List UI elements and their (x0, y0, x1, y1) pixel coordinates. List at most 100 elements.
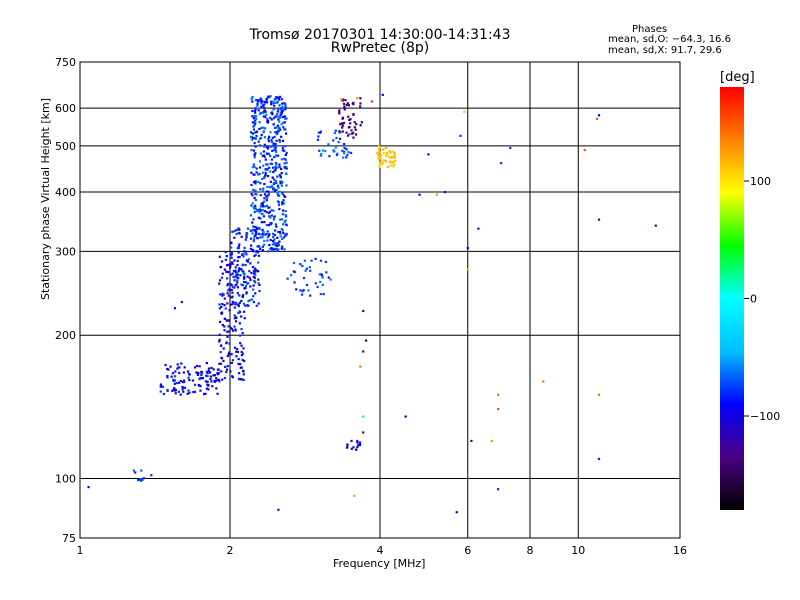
data-point (219, 362, 222, 365)
data-point (257, 180, 260, 184)
data-point (459, 134, 462, 137)
data-point (381, 162, 384, 165)
data-point (260, 221, 263, 224)
x-axis-ticks: 1 2 4 6 8 10 16 (77, 544, 688, 557)
data-point (249, 214, 252, 217)
data-point (237, 311, 240, 315)
data-point (284, 172, 288, 175)
data-point (220, 312, 223, 315)
data-point (274, 180, 277, 183)
data-point (228, 309, 231, 312)
data-point (281, 180, 284, 183)
y-tick-label: 200 (55, 329, 76, 342)
data-point (166, 388, 169, 392)
data-point (276, 244, 279, 248)
data-point (352, 446, 355, 449)
data-point (248, 276, 251, 279)
y-tick-label: 300 (55, 245, 76, 258)
data-point (262, 150, 266, 153)
data-point (254, 232, 257, 235)
data-point (338, 110, 341, 114)
data-point (386, 154, 390, 157)
data-point (250, 298, 254, 301)
data-point (187, 376, 190, 379)
data-point (300, 293, 304, 296)
data-point (222, 359, 225, 363)
data-point (338, 112, 341, 115)
data-point (281, 218, 284, 221)
data-point (261, 236, 264, 239)
data-point (310, 259, 313, 262)
data-point (255, 304, 258, 307)
data-point (212, 374, 215, 377)
data-point (174, 375, 177, 378)
data-point (229, 266, 232, 269)
data-point (257, 282, 260, 285)
plot-frame (79, 61, 681, 539)
data-point (357, 444, 360, 447)
data-point (268, 186, 272, 189)
data-point (273, 98, 277, 101)
data-point (281, 203, 284, 206)
data-point (255, 228, 259, 231)
data-point (181, 388, 184, 391)
colorbar-tick-label: 100 (750, 175, 771, 188)
data-point (377, 153, 380, 156)
data-point (271, 111, 274, 114)
data-point (251, 232, 254, 235)
data-point (301, 290, 304, 293)
data-point (169, 365, 172, 368)
data-point (221, 294, 224, 297)
data-point (230, 261, 234, 264)
data-point (199, 389, 202, 392)
data-point (242, 293, 245, 297)
data-point (282, 223, 285, 226)
x-tick-label: 2 (227, 544, 234, 557)
data-point (230, 251, 233, 255)
data-point (172, 388, 175, 391)
data-point (293, 271, 297, 274)
data-point (231, 359, 235, 362)
data-point (161, 385, 165, 388)
data-point (269, 180, 272, 183)
data-point (258, 172, 261, 176)
data-point (226, 335, 229, 339)
data-point (213, 379, 216, 382)
data-point (346, 443, 349, 446)
data-point (268, 224, 271, 227)
data-point (285, 132, 288, 135)
data-point (259, 247, 262, 251)
data-point (246, 304, 249, 307)
data-point (263, 233, 266, 236)
data-point (327, 143, 330, 146)
data-point (276, 124, 280, 127)
data-point (274, 223, 278, 226)
data-point (338, 130, 341, 133)
data-point (202, 392, 206, 396)
data-point (249, 135, 253, 138)
data-point (235, 276, 238, 279)
data-point (316, 285, 319, 289)
data-point (240, 366, 243, 369)
data-point (271, 249, 274, 253)
data-point (267, 140, 270, 143)
data-point (231, 291, 234, 294)
data-point (308, 266, 311, 269)
data-point (385, 151, 389, 155)
data-point (260, 105, 263, 108)
data-point (268, 215, 271, 218)
data-point (176, 363, 179, 366)
data-point (227, 319, 231, 322)
data-point (267, 194, 270, 197)
data-point (224, 258, 227, 261)
data-point (264, 158, 267, 161)
data-point (226, 354, 229, 358)
data-point (258, 113, 261, 116)
data-point (277, 508, 280, 511)
data-point (240, 378, 243, 381)
data-point (264, 168, 267, 171)
data-point (269, 247, 272, 250)
data-point (345, 446, 349, 449)
data-point (249, 285, 252, 288)
data-point (175, 381, 178, 385)
